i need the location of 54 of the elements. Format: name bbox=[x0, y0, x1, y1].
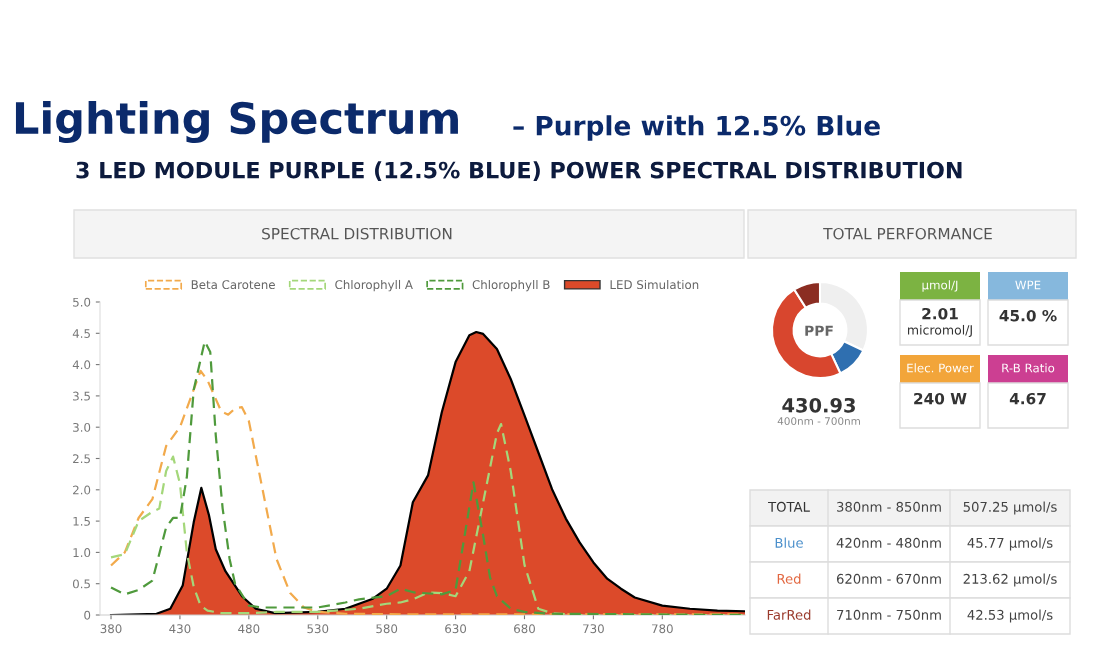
x-tick-label: 730 bbox=[583, 624, 604, 634]
y-tick-label: 0 bbox=[84, 610, 91, 620]
text: R-B Ratio bbox=[1002, 363, 1055, 373]
y-tick-label: 1.5 bbox=[73, 516, 90, 526]
text: 380nm - 850nm bbox=[837, 501, 941, 512]
line-series bbox=[109, 422, 745, 615]
text: 240 W bbox=[914, 392, 967, 405]
x-tick-label: 480 bbox=[238, 624, 260, 634]
text: 2.01 bbox=[922, 307, 958, 320]
text: 45.0 % bbox=[999, 309, 1057, 322]
y-tick-label: 2.0 bbox=[73, 485, 91, 495]
text: 507.25 µmol/s bbox=[963, 501, 1057, 515]
text: 430.93 bbox=[782, 397, 855, 413]
y-tick-label: 5.0 bbox=[73, 297, 91, 307]
legend-label: Beta Carotene bbox=[191, 280, 275, 290]
text: TOTAL bbox=[768, 501, 810, 512]
text: WPE bbox=[1015, 280, 1041, 290]
text: PPF bbox=[805, 325, 833, 336]
text: Lighting Spectrum bbox=[15, 101, 458, 143]
text: µmol/J bbox=[922, 280, 958, 292]
legend-label: Chlorophyll B bbox=[472, 279, 550, 292]
text: 45.77 µmol/s bbox=[967, 537, 1053, 551]
x-tick-label: 680 bbox=[514, 624, 535, 634]
text: TOTAL PERFORMANCE bbox=[823, 227, 992, 240]
text: FarRed bbox=[767, 609, 811, 620]
text: 400nm - 700nm bbox=[777, 417, 860, 426]
text: 4.67 bbox=[1009, 392, 1046, 405]
text: – Purple with 12.5% Blue bbox=[513, 115, 880, 141]
y-tick-label: 0.5 bbox=[72, 579, 90, 589]
x-tick-label: 780 bbox=[652, 624, 673, 634]
y-tick-label: 3.0 bbox=[73, 422, 91, 432]
text: 42.53 µmol/s bbox=[967, 609, 1053, 623]
text: 213.62 µmol/s bbox=[963, 573, 1057, 587]
x-tick-label: 530 bbox=[307, 624, 329, 634]
y-tick-label: 1.0 bbox=[73, 548, 91, 558]
x-tick-label: 580 bbox=[376, 624, 398, 634]
y-tick-label: 3.5 bbox=[73, 391, 90, 401]
text: Red bbox=[777, 573, 801, 584]
text: 710nm - 750nm bbox=[837, 609, 941, 620]
text: micromol/J bbox=[908, 324, 972, 337]
legend-label: Chlorophyll A bbox=[335, 279, 413, 292]
x-tick-label: 380 bbox=[100, 624, 122, 634]
text: Elec. Power bbox=[907, 363, 974, 373]
y-tick-label: 4.5 bbox=[72, 329, 90, 338]
y-tick-label: 2.5 bbox=[73, 454, 90, 464]
text: Blue bbox=[775, 537, 803, 548]
text: 420nm - 480nm bbox=[836, 537, 941, 548]
chart-title: SPECTRAL DISTRIBUTION bbox=[262, 227, 452, 240]
x-tick-label: 430 bbox=[169, 624, 191, 634]
y-tick-label: 4.0 bbox=[72, 360, 91, 370]
legend-label: LED Simulation bbox=[610, 279, 699, 290]
text: 3 LED MODULE PURPLE (12.5% BLUE) POWER SPECTRAL DISTRIBUTION bbox=[76, 161, 962, 182]
x-tick-label: 630 bbox=[445, 624, 467, 634]
text: 620nm - 670nm bbox=[836, 573, 941, 584]
